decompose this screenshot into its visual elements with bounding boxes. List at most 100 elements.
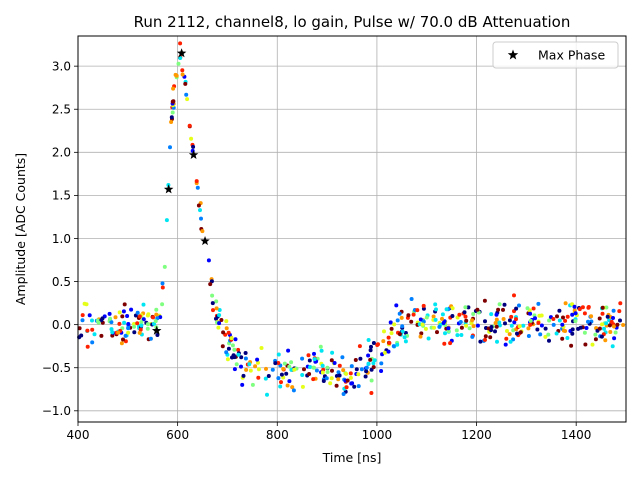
sample-point bbox=[217, 313, 222, 318]
sample-point bbox=[381, 339, 386, 344]
sample-point bbox=[366, 338, 371, 342]
sample-point bbox=[178, 41, 183, 46]
sample-point bbox=[470, 334, 475, 339]
sample-point bbox=[117, 321, 122, 326]
sample-point bbox=[366, 361, 371, 366]
sample-point bbox=[359, 367, 364, 372]
sample-point bbox=[100, 316, 105, 321]
sample-point bbox=[85, 328, 90, 333]
sample-point bbox=[372, 358, 377, 363]
sample-point bbox=[502, 302, 507, 307]
sample-point bbox=[400, 329, 405, 334]
sample-point bbox=[593, 332, 598, 337]
sample-point bbox=[503, 342, 508, 347]
sample-point bbox=[135, 321, 140, 326]
sample-point bbox=[206, 258, 211, 263]
sample-point bbox=[278, 384, 283, 389]
sample-point bbox=[368, 357, 373, 362]
sample-point bbox=[464, 318, 469, 323]
sample-point bbox=[330, 368, 334, 373]
sample-point bbox=[337, 373, 342, 378]
sample-point bbox=[243, 356, 248, 361]
sample-point bbox=[387, 341, 392, 345]
sample-point bbox=[348, 371, 353, 376]
sample-point bbox=[166, 183, 171, 187]
sample-point bbox=[199, 216, 203, 221]
sample-point bbox=[196, 203, 201, 208]
sample-point bbox=[517, 324, 522, 329]
sample-point bbox=[464, 323, 469, 328]
sample-point bbox=[526, 326, 531, 331]
sample-point bbox=[435, 330, 439, 335]
sample-point bbox=[426, 336, 431, 341]
max-phase-star bbox=[200, 236, 210, 246]
sample-point bbox=[364, 369, 369, 374]
sample-point bbox=[493, 329, 497, 334]
sample-point bbox=[395, 318, 400, 323]
x-tick-label: 600 bbox=[166, 428, 189, 442]
sample-point bbox=[253, 364, 258, 369]
sample-point bbox=[563, 318, 568, 323]
sample-point bbox=[225, 357, 230, 362]
sample-point bbox=[279, 372, 284, 377]
sample-point bbox=[455, 333, 460, 338]
chart-title: Run 2112, channel8, lo gain, Pulse w/ 70… bbox=[134, 13, 571, 31]
sample-point bbox=[418, 317, 423, 322]
sample-point bbox=[264, 366, 268, 371]
sample-point bbox=[394, 303, 399, 308]
sample-point bbox=[448, 341, 453, 346]
sample-point bbox=[573, 311, 578, 316]
sample-point bbox=[110, 330, 115, 335]
sample-point bbox=[337, 363, 342, 368]
sample-point bbox=[80, 318, 85, 323]
sample-point bbox=[137, 314, 142, 319]
sample-point bbox=[577, 307, 582, 312]
sample-point bbox=[171, 86, 176, 91]
sample-point bbox=[494, 312, 499, 317]
sample-point bbox=[528, 311, 533, 316]
sample-point bbox=[200, 229, 205, 234]
sample-point bbox=[224, 350, 229, 355]
y-tick-label: 2.5 bbox=[52, 103, 71, 117]
sample-point bbox=[369, 344, 373, 349]
sample-point bbox=[402, 335, 407, 340]
sample-point bbox=[292, 367, 297, 372]
y-axis-label: Amplitude [ADC Counts] bbox=[13, 153, 28, 305]
sample-point bbox=[287, 379, 292, 384]
sample-point bbox=[349, 364, 354, 369]
sample-point bbox=[618, 301, 623, 306]
sample-point bbox=[599, 334, 604, 339]
sample-point bbox=[138, 327, 143, 332]
sample-point bbox=[184, 92, 189, 97]
sample-point bbox=[603, 338, 608, 343]
legend-label-max-phase: Max Phase bbox=[538, 48, 605, 63]
sample-point bbox=[600, 305, 605, 310]
sample-point bbox=[90, 327, 95, 332]
sample-point bbox=[467, 326, 472, 331]
max-phase-markers bbox=[151, 48, 210, 335]
x-tick-label: 800 bbox=[266, 428, 289, 442]
sample-point bbox=[368, 348, 373, 353]
sample-point bbox=[478, 339, 483, 344]
sample-point bbox=[526, 334, 531, 338]
sample-point bbox=[145, 322, 150, 327]
sample-point bbox=[538, 332, 543, 337]
sample-point bbox=[265, 392, 269, 397]
sample-point bbox=[496, 307, 501, 312]
sample-point bbox=[220, 344, 225, 349]
sample-point bbox=[194, 179, 199, 184]
sample-point bbox=[371, 341, 376, 345]
sample-point bbox=[547, 318, 552, 323]
sample-point bbox=[236, 352, 241, 357]
sample-point bbox=[151, 315, 156, 320]
sample-point bbox=[618, 318, 622, 323]
sample-point bbox=[210, 293, 215, 298]
sample-point bbox=[488, 335, 493, 340]
sample-point bbox=[217, 321, 222, 326]
sample-point bbox=[221, 330, 226, 335]
sample-point bbox=[508, 339, 513, 344]
sample-point bbox=[572, 304, 577, 309]
sample-point bbox=[321, 379, 326, 383]
sample-point bbox=[535, 327, 540, 332]
sample-point bbox=[155, 333, 160, 337]
